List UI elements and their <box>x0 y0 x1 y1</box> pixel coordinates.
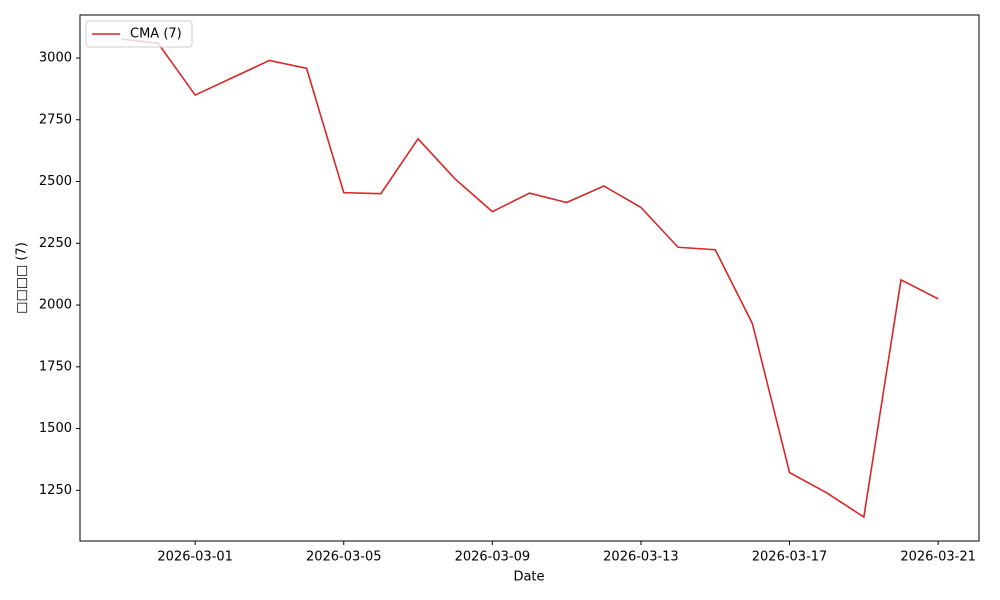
legend-box <box>85 20 193 48</box>
x-tick-label: 2026-03-09 <box>455 550 531 565</box>
legend-label: CMA (7) <box>130 27 182 42</box>
y-axis-label: □□□□ (7) <box>15 242 30 314</box>
plot-frame <box>79 14 980 542</box>
y-tick-label: 2250 <box>39 236 72 251</box>
data-line <box>120 38 939 519</box>
x-tick-label: 2026-03-17 <box>752 550 828 565</box>
x-tick-label: 2026-03-21 <box>900 550 976 565</box>
x-axis-label: Date <box>513 570 544 585</box>
y-tick-label: 3000 <box>39 50 72 65</box>
x-tick-label: 2026-03-01 <box>157 550 233 565</box>
x-tick-label: 2026-03-13 <box>603 550 679 565</box>
y-tick-label: 1500 <box>39 421 72 436</box>
y-tick-label: 2500 <box>39 174 72 189</box>
x-tick-label: 2026-03-05 <box>306 550 382 565</box>
y-tick-label: 2750 <box>39 112 72 127</box>
y-tick-label: 2000 <box>39 298 72 313</box>
y-tick-label: 1250 <box>39 483 72 498</box>
y-tick-label: 1750 <box>39 359 72 374</box>
